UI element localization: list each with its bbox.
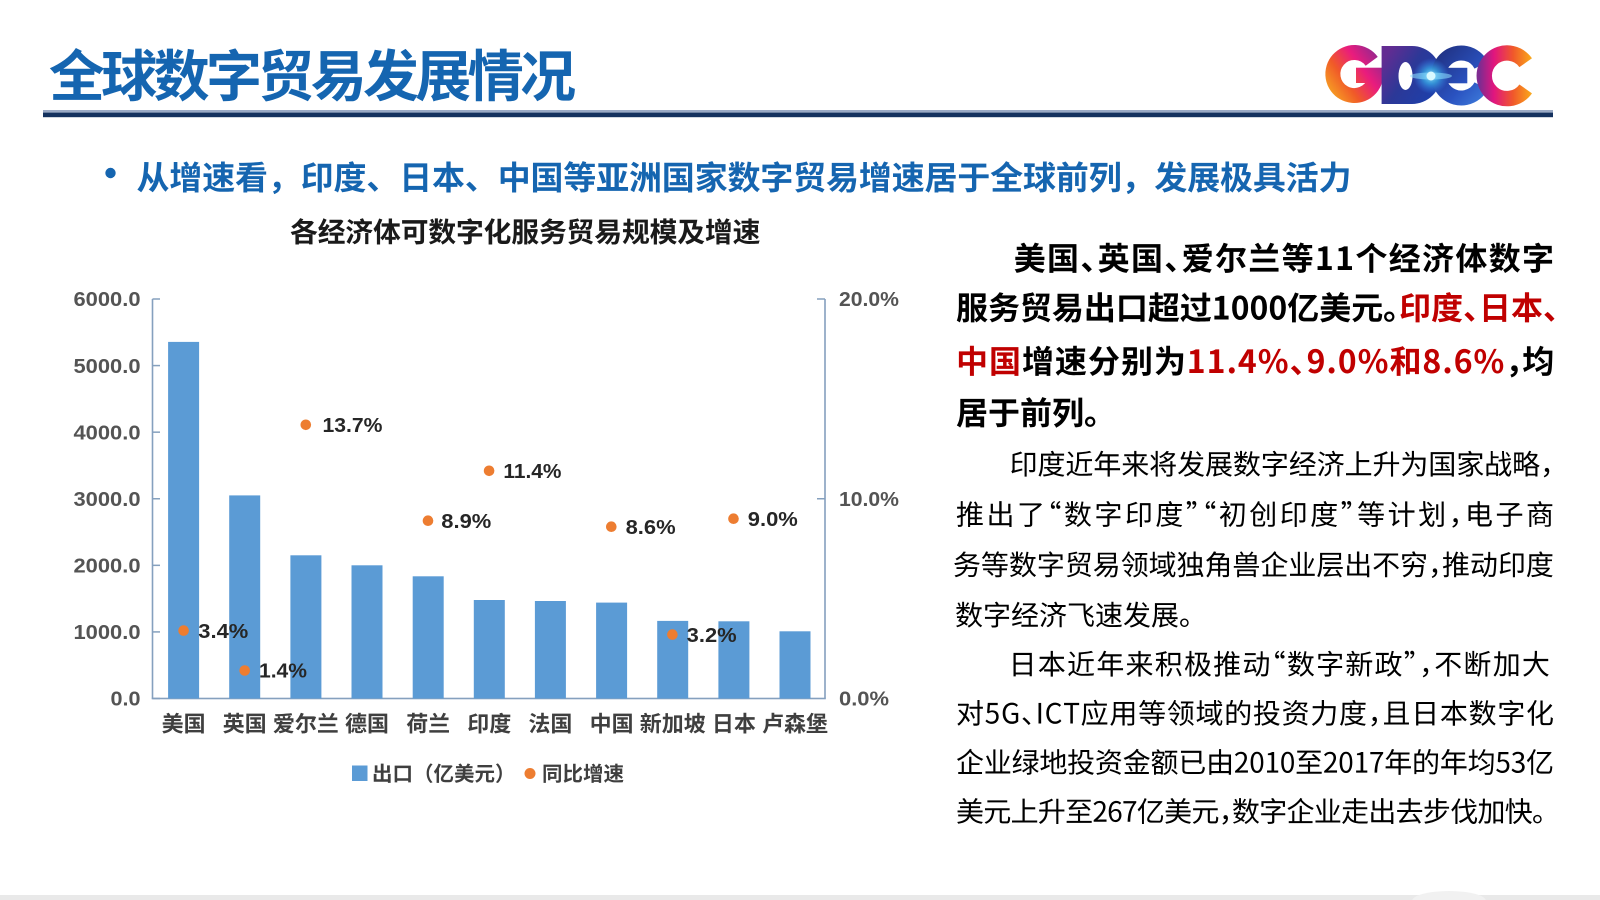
svg-text:8.6%: 8.6% (626, 517, 676, 539)
svg-text:4000.0: 4000.0 (74, 422, 141, 444)
svg-text:5000.0: 5000.0 (74, 356, 141, 378)
svg-text:11.4%: 11.4% (503, 461, 561, 483)
svg-text:3.4%: 3.4% (198, 621, 248, 643)
svg-text:10.0%: 10.0% (839, 489, 899, 511)
svg-text:3.2%: 3.2% (687, 625, 737, 647)
svg-text:8.9%: 8.9% (441, 511, 491, 533)
svg-text:0.0: 0.0 (111, 689, 141, 711)
svg-text:20.0%: 20.0% (839, 289, 899, 311)
svg-text:2000.0: 2000.0 (74, 556, 141, 578)
svg-text:0.0%: 0.0% (839, 689, 889, 711)
svg-text:6000.0: 6000.0 (74, 289, 141, 311)
svg-text:1000.0: 1000.0 (74, 622, 141, 644)
svg-text:1.4%: 1.4% (259, 661, 307, 683)
svg-text:13.7%: 13.7% (323, 415, 383, 437)
svg-text:3000.0: 3000.0 (74, 489, 141, 511)
svg-text:9.0%: 9.0% (748, 509, 798, 531)
